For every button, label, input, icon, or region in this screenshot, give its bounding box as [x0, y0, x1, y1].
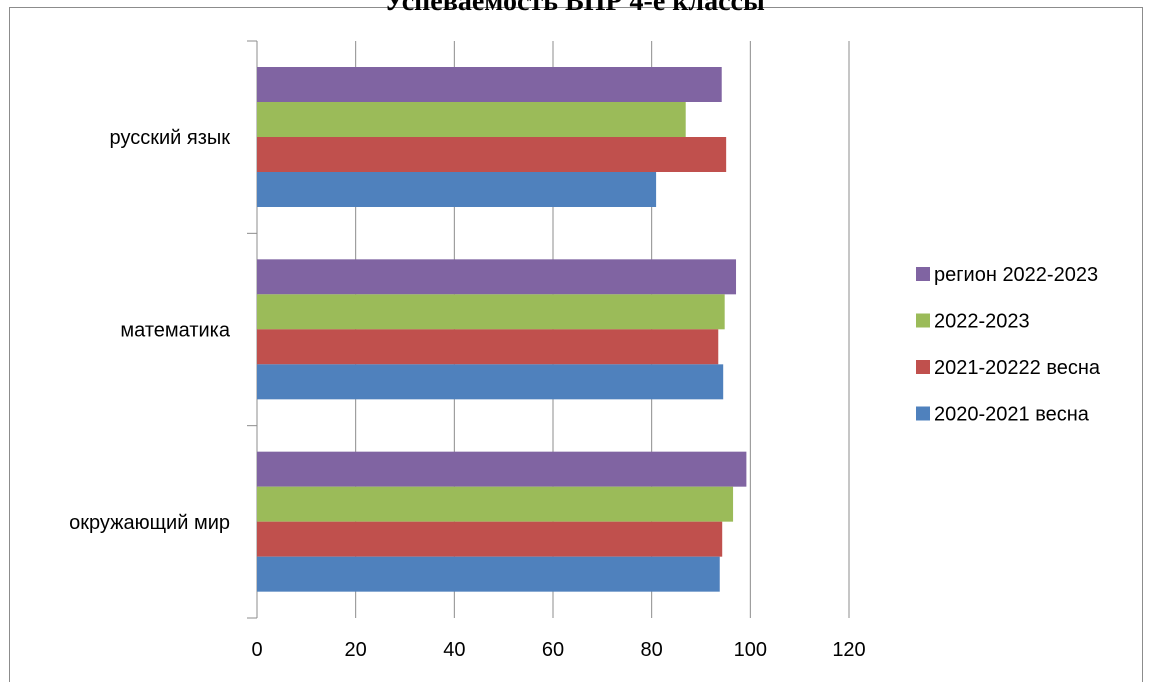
bar-4-3 — [257, 556, 720, 592]
legend-label: 2020-2021 весна — [934, 404, 1090, 426]
bar-2-3 — [257, 486, 734, 522]
bar-1-1 — [257, 67, 722, 102]
bar-3-1 — [257, 137, 727, 172]
bar-3-3 — [257, 521, 723, 557]
legend-swatch — [916, 360, 930, 374]
chart-frame — [9, 7, 1143, 682]
x-tick-label: 60 — [542, 639, 564, 661]
x-tick-label: 120 — [832, 639, 865, 661]
bar-3-2 — [257, 329, 719, 365]
x-tick-label: 40 — [443, 639, 465, 661]
x-tick-label: 100 — [734, 639, 767, 661]
bar-2-2 — [257, 294, 725, 330]
category-label: русский язык — [110, 127, 231, 149]
category-label: окружающий мир — [69, 512, 230, 534]
legend-label: регион 2022-2023 — [934, 264, 1098, 286]
bar-1-2 — [257, 259, 737, 295]
chart-title: Успеваемость ВПР 4-е классы — [384, 0, 765, 17]
x-tick-label: 80 — [641, 639, 663, 661]
bar-2-1 — [257, 102, 686, 137]
x-tick-label: 0 — [251, 639, 262, 661]
bar-4-1 — [257, 172, 657, 207]
category-label: математика — [120, 320, 230, 342]
x-tick-label: 20 — [345, 639, 367, 661]
bar-1-3 — [257, 451, 747, 487]
legend-label: 2021-20222 весна — [934, 357, 1101, 379]
legend-label: 2022-2023 — [934, 311, 1030, 333]
bar-4-2 — [257, 364, 724, 400]
legend-swatch — [916, 406, 930, 421]
legend-swatch — [916, 267, 930, 281]
legend-swatch — [916, 313, 930, 328]
